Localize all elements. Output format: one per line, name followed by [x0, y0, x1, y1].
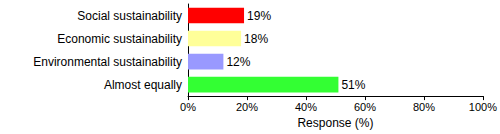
svg-text:18%: 18%: [244, 32, 268, 46]
svg-text:Economic sustainability: Economic sustainability: [57, 32, 182, 46]
svg-text:Environmental sustainability: Environmental sustainability: [33, 55, 182, 69]
svg-text:40%: 40%: [295, 101, 317, 113]
svg-text:80%: 80%: [413, 101, 435, 113]
svg-text:Almost equally: Almost equally: [104, 78, 182, 92]
svg-text:12%: 12%: [226, 55, 250, 69]
svg-text:100%: 100%: [469, 101, 497, 113]
svg-text:51%: 51%: [341, 78, 365, 92]
svg-text:60%: 60%: [354, 101, 376, 113]
svg-text:Response (%): Response (%): [297, 116, 373, 130]
svg-text:20%: 20%: [236, 101, 258, 113]
svg-text:19%: 19%: [247, 9, 271, 23]
svg-text:Social sustainability: Social sustainability: [77, 9, 182, 23]
svg-text:0%: 0%: [180, 101, 196, 113]
